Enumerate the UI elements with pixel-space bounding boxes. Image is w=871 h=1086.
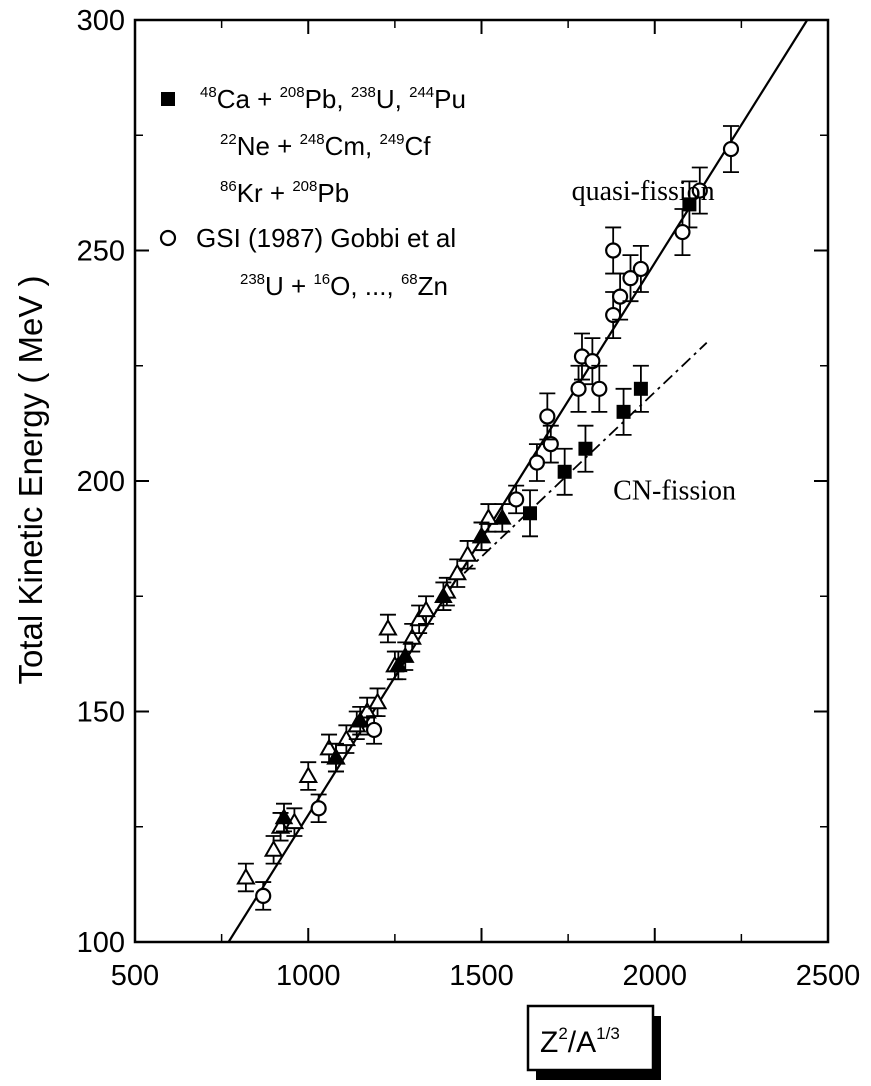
open-triangle-point: [478, 507, 499, 525]
annotation-cn-fission: CN-fission: [613, 475, 736, 506]
open-circle-point: [591, 380, 608, 397]
legend-circle-marker: [159, 229, 177, 247]
filled-triangle-point: [389, 655, 408, 673]
y-tick-label: 300: [77, 5, 125, 37]
open-circle-point: [570, 380, 587, 397]
filled-triangle-point: [326, 748, 346, 765]
x-tick-label: 2500: [796, 960, 861, 992]
open-triangle-point: [298, 766, 318, 784]
y-tick-label: 150: [77, 697, 125, 729]
x-label-box: [526, 1004, 655, 1072]
open-triangle-point: [447, 563, 467, 581]
open-circle-point: [584, 353, 601, 370]
y-tick-label: 100: [77, 927, 125, 959]
filled-square-point: [633, 381, 648, 396]
filled-square-point: [523, 506, 538, 521]
filled-square-point: [682, 197, 697, 212]
y-tick-label: 250: [77, 236, 125, 268]
open-circle-point: [622, 270, 639, 287]
legend-circles-line-1: GSI (1987) Gobbi et al: [196, 223, 456, 253]
open-circle-point: [611, 288, 629, 305]
open-circle-point: [605, 242, 622, 259]
annotation-quasi-fission: quasi-fission: [572, 176, 715, 207]
legend-circles-line-2: 238U + 16O, ..., 68Zn: [240, 271, 448, 301]
open-triangle-point: [336, 729, 357, 747]
filled-triangle-point: [472, 526, 491, 544]
open-triangle-point: [236, 867, 256, 885]
legend-square-marker: [161, 92, 175, 106]
x-tick-label: 2000: [622, 960, 687, 992]
filled-triangle-point: [274, 808, 294, 825]
open-triangle-point: [319, 738, 339, 756]
open-triangle-point: [367, 692, 388, 710]
x-axis-label-group: Z2/A1/3: [526, 1004, 661, 1080]
open-circle-point: [632, 260, 649, 278]
open-circle-point: [255, 887, 272, 905]
filled-triangle-point: [350, 711, 370, 728]
open-triangle-point: [357, 701, 377, 719]
open-circle-point: [722, 140, 740, 158]
open-triangle-point: [263, 839, 284, 857]
legend-squares-line-2: 22Ne + 248Cm, 249Cf: [220, 131, 431, 161]
legend-squares-line-1: 48Ca + 208Pb, 238U, 244Pu: [200, 84, 466, 114]
open-circle-point: [528, 454, 546, 471]
open-triangle-point: [402, 627, 422, 645]
open-circle-point: [508, 491, 525, 508]
filled-square-point: [557, 464, 572, 479]
filled-square-point: [616, 404, 631, 419]
y-axis-label: Total Kinetic Energy ( MeV ): [12, 276, 49, 685]
open-triangle-point: [457, 544, 478, 562]
x-tick-label: 1500: [449, 960, 514, 992]
open-circle-point: [691, 182, 708, 199]
x-axis-label: Z2/A1/3: [540, 1024, 620, 1059]
open-triangle-point: [378, 618, 398, 636]
filled-triangle-point: [434, 586, 453, 603]
open-circle-point: [539, 408, 556, 425]
open-triangle-point: [409, 609, 429, 627]
filled-triangle-point: [492, 508, 512, 525]
open-circle-point: [542, 436, 559, 453]
open-circle-point: [365, 721, 383, 739]
legend-squares-line-3: 86Kr + 208Pb: [220, 178, 349, 208]
open-circle-point: [310, 800, 327, 817]
x-tick-label: 1000: [276, 960, 341, 992]
y-tick-label: 200: [77, 466, 125, 498]
filled-square-point: [578, 441, 593, 456]
open-triangle-point: [416, 600, 436, 618]
x-tick-label: 500: [111, 960, 159, 992]
quasi-fission-fit-line: [227, 19, 809, 943]
filled-triangle-point: [395, 646, 415, 663]
open-circle-point: [674, 223, 691, 241]
